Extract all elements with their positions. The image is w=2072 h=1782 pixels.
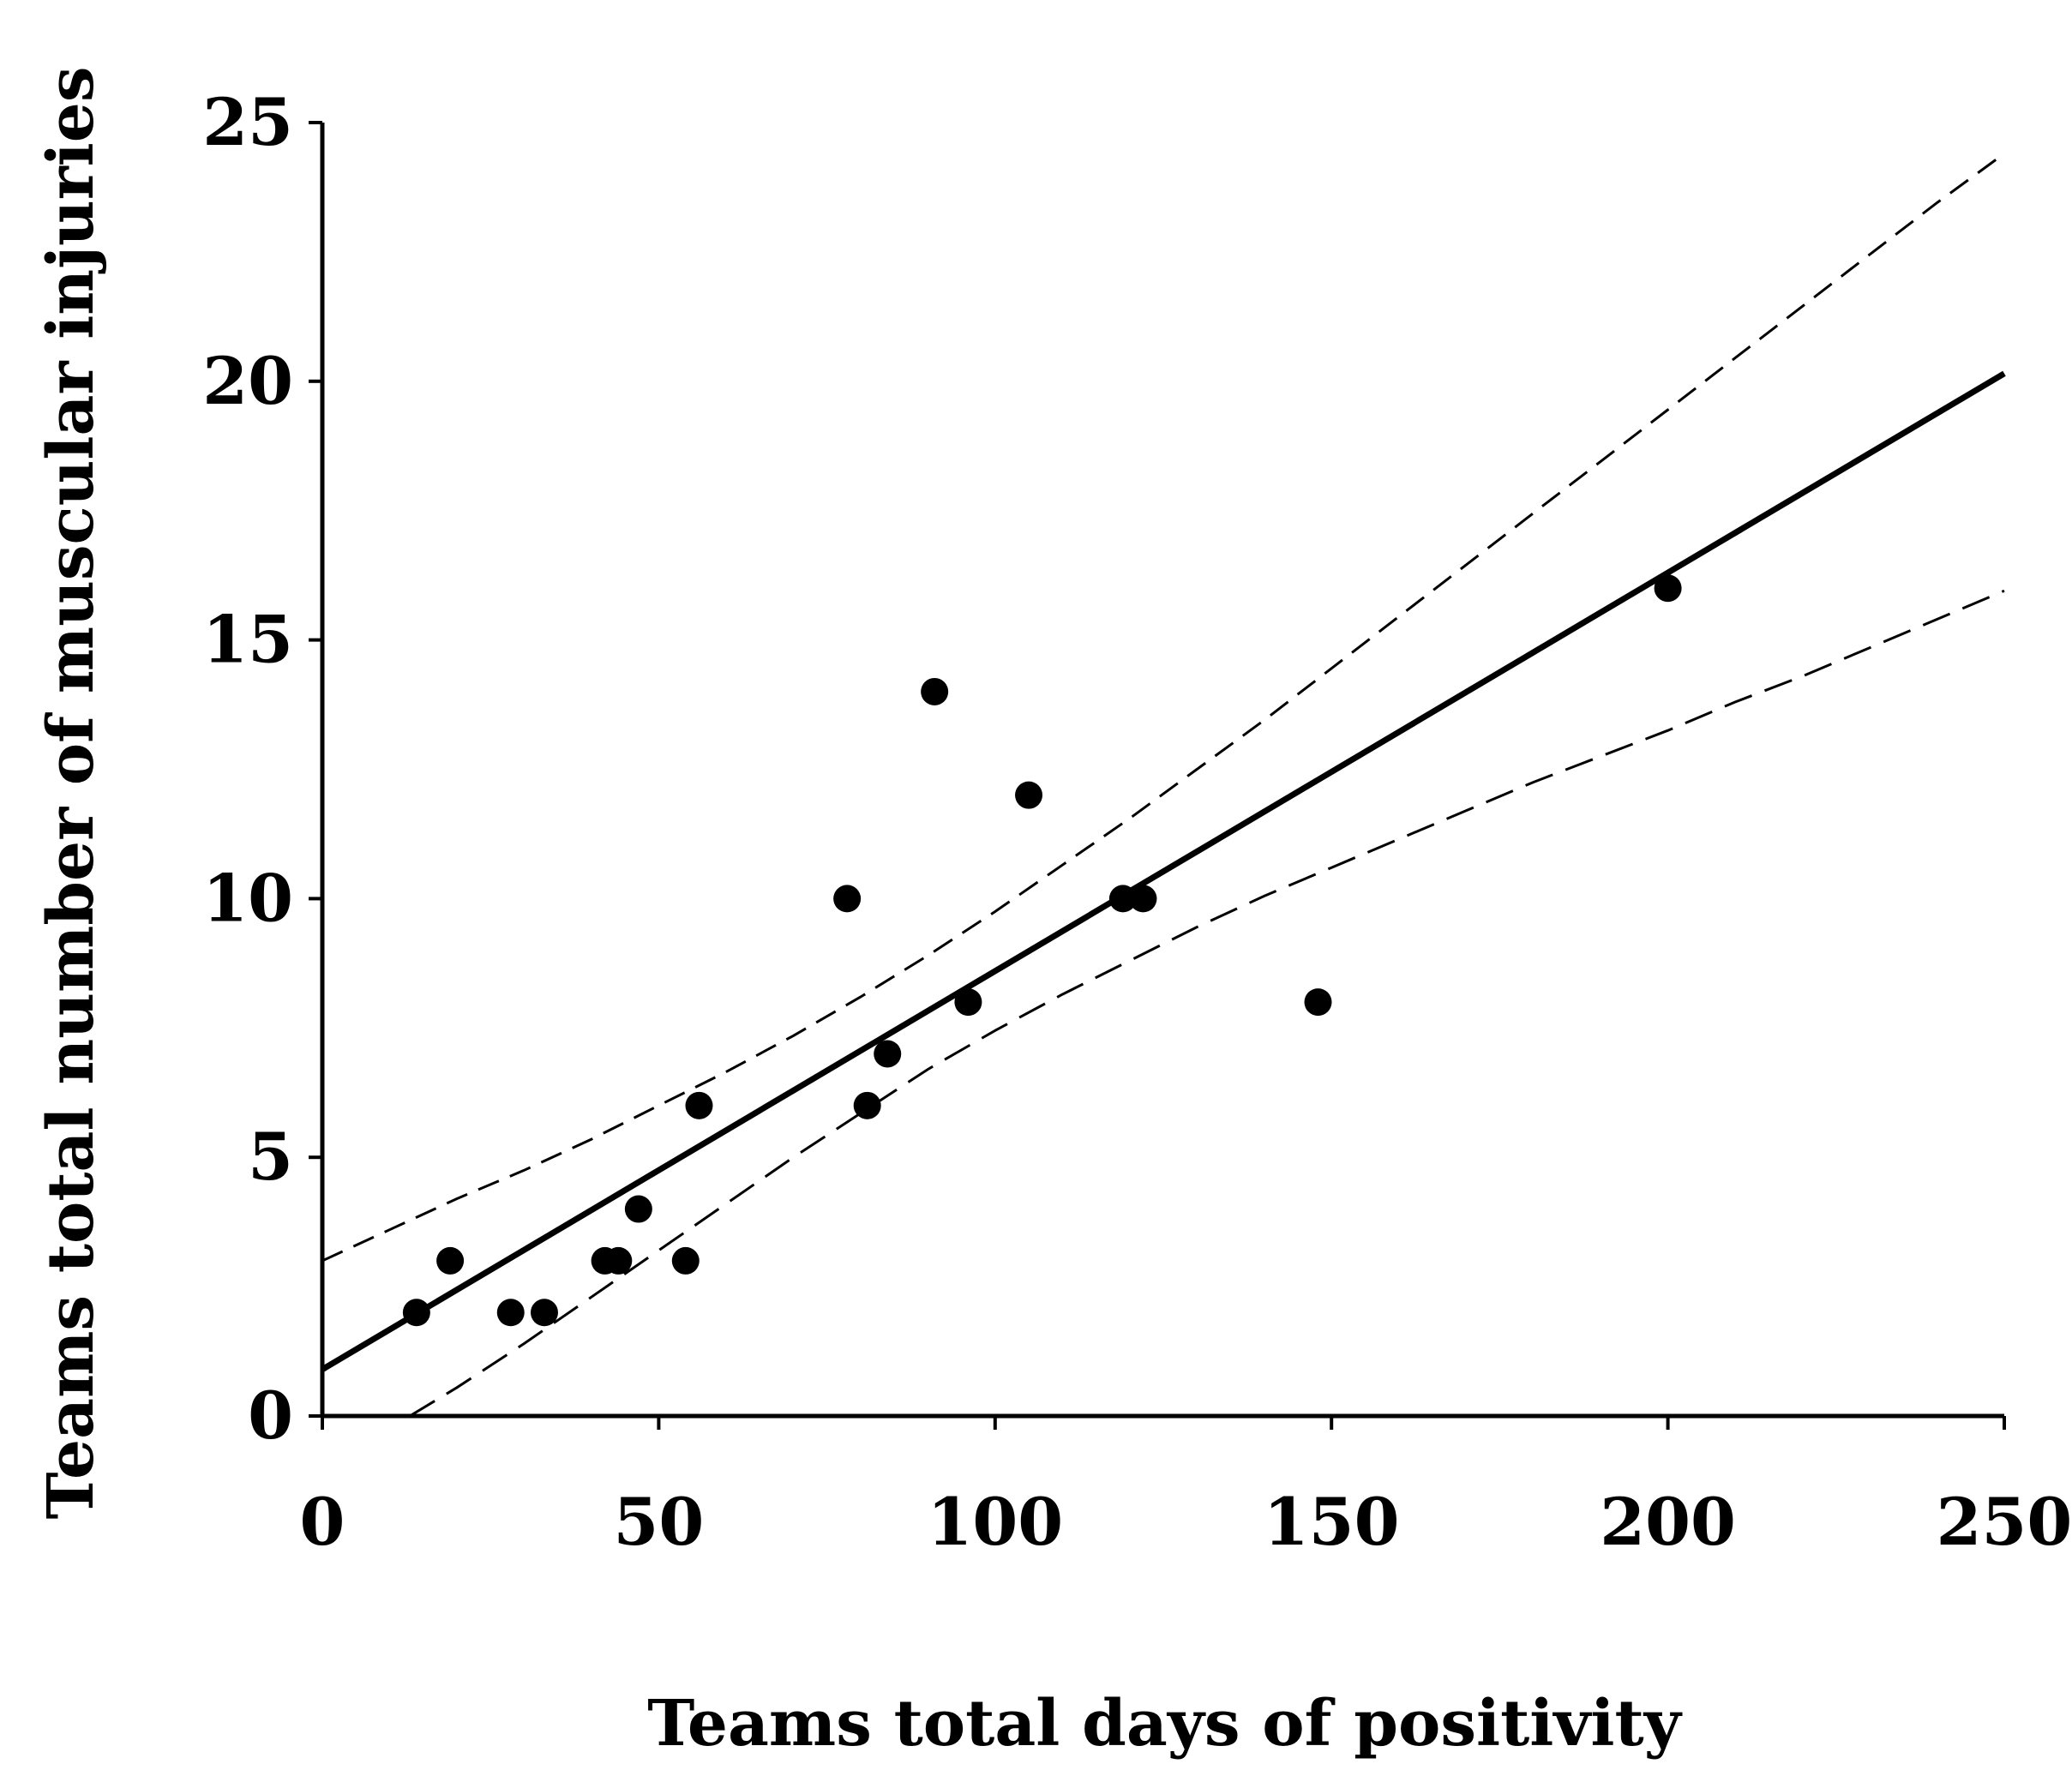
data-point <box>954 988 982 1017</box>
data-point <box>1129 885 1157 913</box>
y-tick-label: 25 <box>202 84 293 160</box>
data-point <box>1108 885 1137 913</box>
regression-line <box>321 370 2006 1372</box>
data-point <box>833 885 862 913</box>
data-point <box>436 1246 465 1275</box>
x-tick-label: 100 <box>927 1484 1063 1560</box>
data-point <box>530 1299 558 1327</box>
data-point <box>1654 574 1682 603</box>
y-tick-label: 15 <box>202 602 293 678</box>
x-tick-label: 200 <box>1600 1484 1736 1560</box>
y-tick-label: 0 <box>248 1377 293 1454</box>
y-tick-label: 20 <box>202 343 293 419</box>
data-point <box>685 1091 713 1119</box>
data-point <box>496 1299 525 1327</box>
y-tick-label: 5 <box>248 1119 293 1195</box>
upper-confidence-line <box>321 152 2005 1263</box>
data-point <box>604 1246 633 1275</box>
lower-confidence-line <box>409 589 2005 1418</box>
y-tick-label: 10 <box>202 860 293 936</box>
x-axis-title: Teams total days of positivity <box>647 1687 1682 1761</box>
x-tick-label: 50 <box>614 1484 705 1560</box>
data-point <box>921 677 949 705</box>
regression-layer <box>321 370 2006 1372</box>
axes <box>309 121 2006 1430</box>
data-point <box>1304 988 1332 1017</box>
data-point <box>671 1246 700 1275</box>
data-points <box>402 574 1682 1327</box>
x-tick-label: 0 <box>300 1484 345 1560</box>
confidence-bands <box>321 152 2005 1418</box>
data-point <box>1015 781 1043 809</box>
x-tick-label: 150 <box>1264 1484 1400 1560</box>
data-point <box>853 1091 881 1119</box>
data-point <box>874 1040 902 1068</box>
data-point <box>402 1299 430 1327</box>
x-tick-label: 250 <box>1937 1484 2072 1560</box>
y-axis-title: Teams total number of muscular injuries <box>34 66 108 1519</box>
data-point <box>624 1195 652 1223</box>
